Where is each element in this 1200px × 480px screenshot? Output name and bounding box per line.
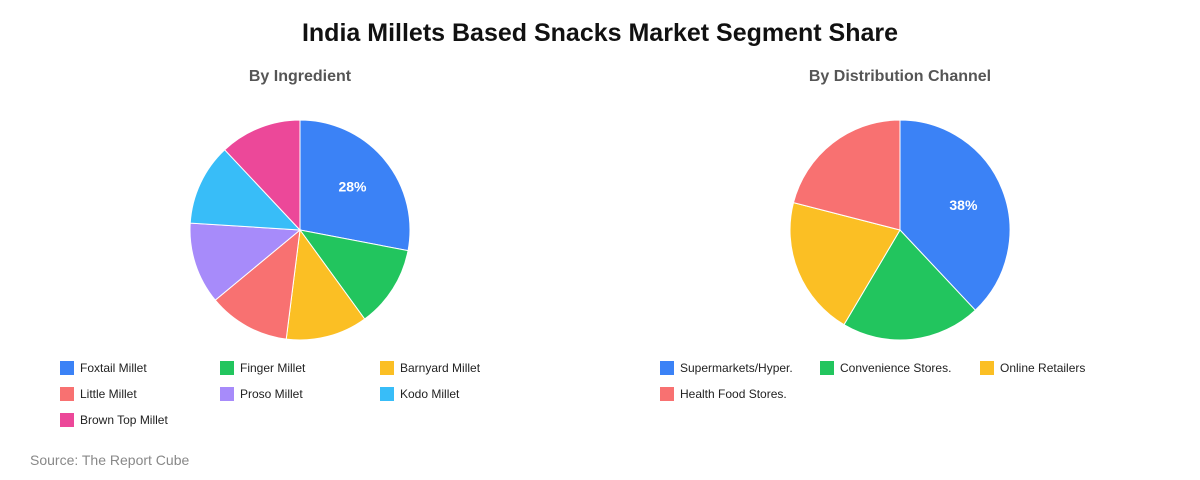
pie-slice-brown-top-millet — [223, 119, 301, 232]
ingredient-pie-chart: 28% — [189, 119, 411, 341]
legend-label: Kodo Millet — [400, 387, 460, 401]
legend-label: Little Millet — [80, 387, 137, 401]
ingredient-chart-panel: By Ingredient 28% Foxtail Millet Finger M… — [0, 0, 600, 440]
legend-swatch — [820, 361, 834, 375]
pie-data-label: 38% — [949, 197, 978, 213]
legend-swatch — [660, 387, 674, 401]
legend-swatch — [660, 361, 674, 375]
pie-slice-health-food-stores — [792, 119, 901, 231]
legend-swatch — [220, 387, 234, 401]
legend-label: Finger Millet — [240, 361, 306, 375]
legend-label: Barnyard Millet — [400, 361, 481, 375]
source-note: Source: The Report Cube — [30, 452, 190, 468]
legend-label: Brown Top Millet — [80, 413, 168, 427]
legend-swatch — [60, 413, 74, 427]
pie-slice-convenience-stores — [843, 229, 977, 341]
legend-label: Health Food Stores. — [680, 387, 787, 401]
pie-slice-supermarkets-hyper — [899, 119, 1011, 311]
legend-label: Supermarkets/Hyper. — [680, 361, 793, 375]
legend-label: Convenience Stores. — [840, 361, 952, 375]
legend-swatch — [380, 387, 394, 401]
legend-swatch — [980, 361, 994, 375]
pie-slice-proso-millet — [189, 222, 302, 301]
legend-label: Foxtail Millet — [80, 361, 147, 375]
pie-slice-online-retailers — [789, 202, 901, 326]
distribution-chart-title: By Distribution Channel — [808, 68, 992, 85]
ingredient-chart-title: By Ingredient — [248, 68, 352, 85]
legend-swatch — [220, 361, 234, 375]
main-title: India Millets Based Snacks Market Segmen… — [301, 19, 899, 47]
legend-swatch — [60, 361, 74, 375]
legend-label: Online Retailers — [1000, 361, 1086, 375]
distribution-pie-chart: 38% — [789, 119, 1011, 341]
pie-slice-little-millet — [214, 228, 301, 340]
pie-slice-foxtail-millet — [299, 119, 411, 252]
pie-slice-barnyard-millet — [285, 228, 366, 341]
legend-swatch — [380, 361, 394, 375]
distribution-chart-panel: By Distribution Channel 38% Supermarkets… — [600, 0, 1200, 440]
legend-label: Proso Millet — [240, 387, 303, 401]
pie-slice-finger-millet — [298, 229, 409, 320]
pie-data-label: 28% — [338, 179, 367, 195]
legend-swatch — [60, 387, 74, 401]
pie-slice-kodo-millet — [189, 149, 302, 231]
